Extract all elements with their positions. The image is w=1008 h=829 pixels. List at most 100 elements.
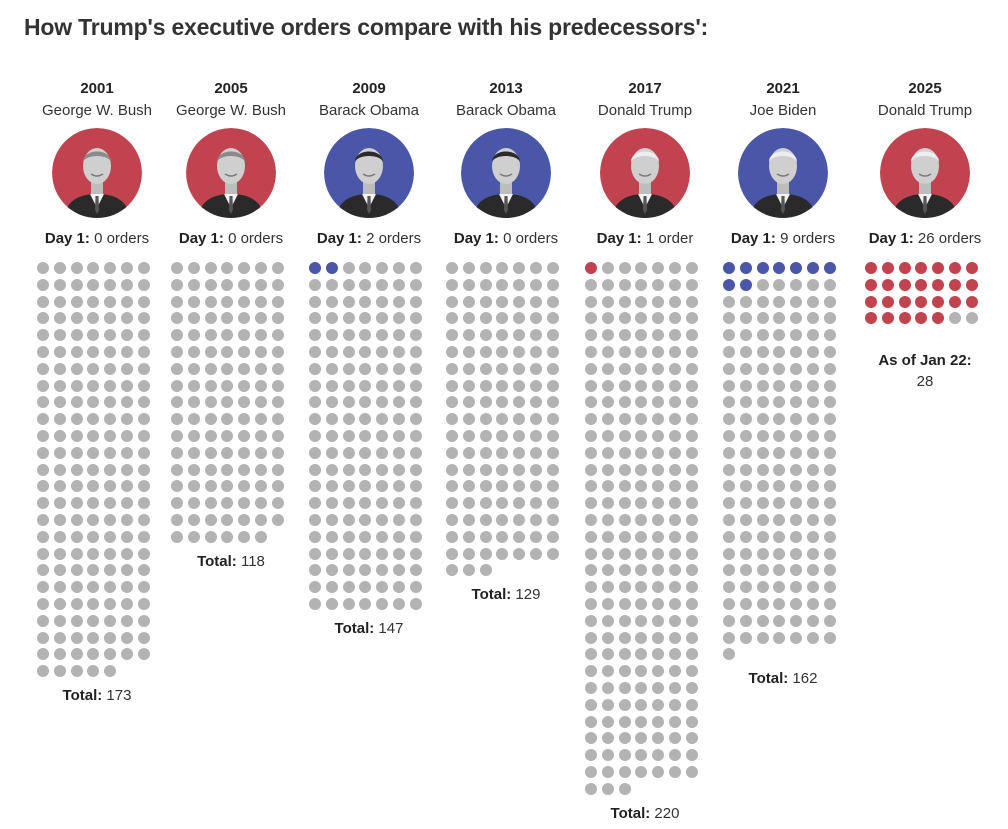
order-dot bbox=[342, 530, 355, 543]
order-dot bbox=[221, 312, 234, 325]
order-dot bbox=[376, 564, 389, 577]
order-dot bbox=[513, 379, 526, 392]
order-dot bbox=[496, 413, 509, 426]
order-dot bbox=[790, 278, 803, 291]
order-dot bbox=[446, 514, 458, 526]
order-dot bbox=[513, 346, 526, 358]
order-dot bbox=[187, 278, 200, 291]
order-dot bbox=[669, 446, 681, 459]
order-dot bbox=[807, 530, 819, 543]
order-dot bbox=[635, 766, 648, 778]
day1-label: Day 1: bbox=[596, 230, 642, 247]
order-dot bbox=[171, 396, 183, 409]
order-dot bbox=[652, 547, 665, 560]
order-dot bbox=[325, 430, 338, 442]
order-dot bbox=[739, 396, 752, 409]
order-dot bbox=[756, 413, 769, 426]
order-dot-day1 bbox=[723, 278, 735, 291]
order-dot bbox=[618, 732, 631, 745]
order-dot bbox=[807, 581, 819, 594]
order-dot bbox=[121, 514, 133, 526]
order-dot bbox=[359, 480, 372, 493]
order-dot bbox=[723, 362, 735, 375]
order-dot bbox=[601, 346, 614, 358]
order-dot bbox=[601, 766, 614, 778]
order-dot bbox=[618, 295, 631, 308]
order-dot bbox=[635, 379, 648, 392]
order-dot bbox=[652, 530, 665, 543]
order-dot bbox=[790, 480, 803, 493]
order-dot bbox=[255, 430, 267, 442]
order-dot bbox=[723, 295, 735, 308]
order-dot bbox=[255, 413, 267, 426]
order-dot bbox=[325, 362, 338, 375]
order-dot bbox=[773, 362, 786, 375]
order-dot bbox=[739, 379, 752, 392]
order-dot bbox=[669, 278, 681, 291]
order-dot bbox=[325, 295, 338, 308]
order-dot bbox=[618, 480, 631, 493]
order-dot bbox=[479, 530, 492, 543]
order-dot bbox=[652, 614, 665, 627]
order-dot bbox=[807, 413, 819, 426]
order-dot bbox=[723, 430, 735, 442]
order-dot bbox=[393, 497, 405, 510]
order-dot bbox=[409, 480, 422, 493]
order-dot bbox=[446, 413, 458, 426]
order-dot bbox=[271, 312, 284, 325]
order-dot bbox=[496, 446, 509, 459]
order-dot bbox=[635, 329, 648, 342]
order-dot bbox=[685, 682, 698, 694]
order-dot bbox=[121, 581, 133, 594]
order-dot bbox=[635, 497, 648, 510]
order-dot bbox=[104, 312, 117, 325]
order-dot bbox=[137, 547, 150, 560]
order-dot bbox=[739, 362, 752, 375]
order-dot bbox=[652, 497, 665, 510]
order-dot bbox=[271, 396, 284, 409]
order-dot bbox=[585, 379, 597, 392]
order-dot bbox=[37, 631, 49, 644]
order-dot bbox=[807, 480, 819, 493]
order-dot bbox=[618, 514, 631, 526]
total-value: 162 bbox=[792, 670, 818, 688]
order-dot bbox=[618, 530, 631, 543]
order-dot bbox=[342, 514, 355, 526]
order-dot bbox=[37, 430, 49, 442]
order-dot bbox=[462, 362, 475, 375]
total-value: 173 bbox=[106, 687, 132, 705]
order-dot bbox=[409, 463, 422, 476]
order-dot bbox=[823, 614, 836, 627]
order-dot bbox=[585, 715, 597, 728]
order-dot bbox=[669, 581, 681, 594]
order-dot bbox=[479, 312, 492, 325]
order-dot bbox=[807, 614, 819, 627]
order-dot bbox=[446, 480, 458, 493]
order-dot bbox=[121, 648, 133, 661]
order-dot bbox=[807, 446, 819, 459]
order-dot bbox=[137, 446, 150, 459]
order-dot bbox=[70, 530, 83, 543]
order-dot bbox=[204, 396, 217, 409]
order-dot bbox=[635, 362, 648, 375]
order-dot bbox=[546, 295, 559, 308]
order-dot bbox=[271, 379, 284, 392]
order-dot bbox=[496, 497, 509, 510]
order-dot bbox=[171, 312, 183, 325]
order-dot bbox=[409, 430, 422, 442]
order-dot bbox=[790, 295, 803, 308]
term-year: 2025 bbox=[908, 80, 942, 97]
order-dot bbox=[121, 262, 133, 274]
president-name: Joe Biden bbox=[749, 102, 817, 119]
order-dot bbox=[723, 564, 735, 577]
order-dot bbox=[756, 497, 769, 510]
order-dot bbox=[618, 547, 631, 560]
order-dot bbox=[309, 362, 321, 375]
day1-label: Day 1: bbox=[178, 230, 224, 247]
order-dot bbox=[87, 278, 100, 291]
term-total: Total: 147 bbox=[299, 620, 439, 637]
order-dot bbox=[652, 329, 665, 342]
order-dot bbox=[635, 346, 648, 358]
order-dot bbox=[221, 396, 234, 409]
order-dot bbox=[530, 362, 542, 375]
